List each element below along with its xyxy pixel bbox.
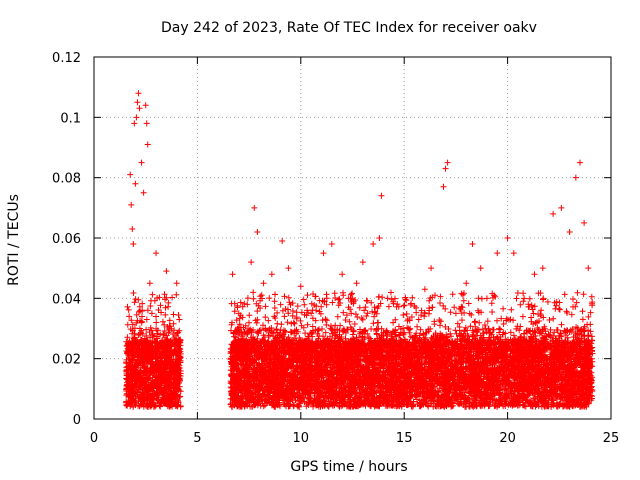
data-point [585, 265, 592, 272]
y-axis-title: ROTI / TECUs [6, 194, 22, 286]
data-point [378, 192, 385, 199]
y-tick-label: 0.02 [52, 353, 81, 368]
data-point [339, 271, 346, 278]
data-point [136, 105, 143, 112]
x-tick-label: 25 [603, 431, 620, 446]
data-point [241, 355, 248, 362]
data-point [587, 355, 594, 362]
data-point [132, 180, 139, 187]
data-point [268, 271, 275, 278]
y-tick-label: 0.1 [60, 111, 81, 126]
data-point [483, 295, 490, 302]
data-point [229, 271, 236, 278]
x-tick-label: 0 [90, 431, 98, 446]
data-point [566, 228, 573, 235]
data-point [235, 310, 242, 317]
data-point [157, 331, 164, 338]
data-points [123, 90, 596, 410]
data-point [531, 271, 538, 278]
data-point [440, 183, 447, 190]
data-point [308, 310, 315, 317]
data-point [444, 159, 451, 166]
data-point [576, 159, 583, 166]
data-point [248, 259, 255, 266]
data-point [421, 286, 428, 293]
chart-title: Day 242 of 2023, Rate Of TEC Index for r… [161, 20, 537, 36]
data-point [494, 250, 501, 257]
data-point [129, 225, 136, 232]
data-point [359, 259, 366, 266]
data-point-cloud [123, 289, 596, 410]
x-tick-label: 20 [499, 431, 516, 446]
data-point [142, 102, 149, 109]
data-point [130, 241, 137, 248]
data-point [376, 235, 383, 241]
data-point [550, 210, 557, 217]
data-point [581, 219, 588, 226]
data-point [345, 295, 352, 302]
data-point [133, 114, 140, 121]
data-point [405, 325, 412, 332]
data-point [477, 265, 484, 272]
y-tick-label: 0.06 [52, 232, 81, 247]
x-tick-label: 10 [293, 431, 310, 446]
data-point [260, 280, 267, 287]
data-point [131, 120, 138, 127]
data-point [128, 201, 135, 208]
y-tick-label: 0.12 [52, 51, 81, 66]
data-point [135, 90, 142, 97]
data-point [148, 310, 155, 317]
data-point [328, 241, 335, 248]
axis-ticks [93, 56, 612, 420]
data-point [134, 99, 141, 106]
data-point [539, 265, 546, 272]
data-point [415, 316, 422, 323]
data-point [169, 361, 176, 368]
data-point [124, 379, 131, 386]
data-point [510, 250, 517, 257]
data-point [384, 295, 391, 302]
data-point [144, 141, 151, 148]
data-point [153, 250, 160, 257]
x-tick-label: 15 [396, 431, 413, 446]
y-tick-label: 0 [73, 413, 81, 428]
data-point [175, 379, 182, 386]
data-point [463, 280, 470, 287]
data-point [143, 120, 150, 127]
data-point [163, 268, 170, 275]
data-point [146, 280, 153, 287]
data-point [140, 189, 147, 196]
data-point [251, 204, 258, 211]
data-point [138, 159, 145, 166]
data-point [297, 283, 304, 290]
data-point [558, 204, 565, 211]
y-tick-label: 0.04 [52, 292, 81, 307]
data-point [173, 280, 180, 287]
data-point [504, 235, 511, 241]
x-axis-title: GPS time / hours [290, 459, 407, 475]
data-point [428, 265, 435, 272]
data-point [279, 238, 286, 245]
data-point [521, 295, 528, 302]
data-point [353, 280, 360, 287]
data-point [254, 228, 261, 235]
data-point [370, 241, 377, 248]
data-point [452, 310, 459, 317]
tick-labels: 0 5 10 15 20 25 0 0.02 0.04 0.06 0.08 0.1 0.12 [52, 51, 619, 446]
data-point [127, 171, 134, 178]
data-point [572, 174, 579, 181]
y-tick-label: 0.08 [52, 172, 81, 187]
data-point [469, 241, 476, 248]
data-point [392, 331, 399, 338]
data-point [442, 165, 449, 172]
x-tick-label: 5 [193, 431, 201, 446]
data-point [285, 265, 292, 272]
data-point [126, 313, 133, 320]
data-point [320, 250, 327, 257]
